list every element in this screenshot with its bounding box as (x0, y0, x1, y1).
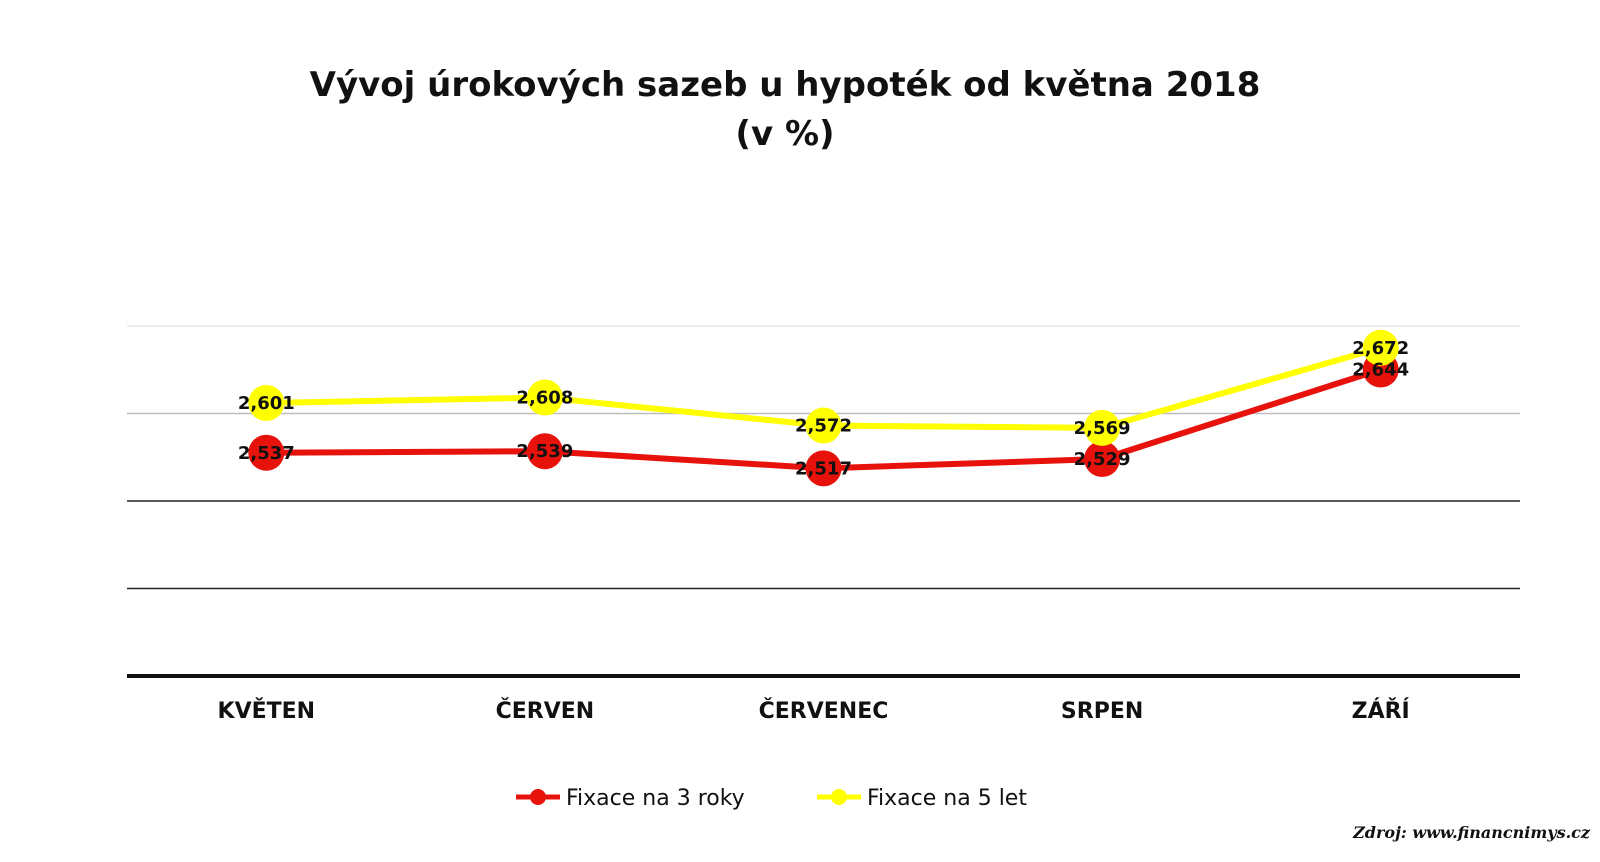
category-label: ČERVENEC (759, 698, 889, 724)
gridlines (127, 325, 1520, 590)
data-label: 2,572 (795, 416, 852, 437)
data-point (1084, 409, 1121, 446)
series-layer (248, 329, 1399, 487)
legend-swatch-marker (530, 789, 546, 805)
data-label: 2,529 (1074, 449, 1131, 470)
source-note: Zdroj: www.financnimys.cz (1352, 823, 1591, 842)
data-point (526, 379, 563, 416)
data-label: 2,672 (1352, 338, 1409, 359)
data-label: 2,569 (1074, 418, 1131, 439)
data-point (1362, 329, 1399, 366)
data-point (248, 434, 285, 471)
data-label: 2,539 (516, 441, 573, 462)
data-point (1084, 441, 1121, 477)
data-point (805, 450, 842, 487)
data-point (248, 385, 285, 421)
chart-title: Vývoj úrokových sazeb u hypoték od květn… (310, 65, 1261, 105)
chart-subtitle: (v %) (735, 114, 834, 154)
category-labels: KVĚTEN ČERVEN ČERVENEC SRPEN ZÁŘÍ (218, 698, 1410, 724)
data-point (805, 407, 842, 444)
data-label: 2,608 (516, 388, 573, 409)
data-label: 2,537 (238, 443, 295, 464)
data-labels: 2,537 2,539 2,517 2,529 2,644 2,601 2,608 2,572… (238, 338, 1409, 480)
data-label: 2,601 (238, 393, 295, 414)
data-label: 2,644 (1352, 360, 1409, 381)
data-point (526, 433, 563, 470)
category-label: SRPEN (1061, 699, 1143, 724)
legend-swatch-marker (831, 789, 847, 805)
category-label: ČERVEN (496, 698, 595, 724)
legend-label: Fixace na 5 let (867, 786, 1027, 811)
legend: Fixace na 3 roky Fixace na 5 let (516, 786, 1027, 811)
legend-label: Fixace na 3 roky (566, 786, 745, 811)
data-label: 2,517 (795, 458, 852, 479)
category-label: KVĚTEN (218, 698, 316, 724)
category-label: ZÁŘÍ (1352, 698, 1410, 724)
